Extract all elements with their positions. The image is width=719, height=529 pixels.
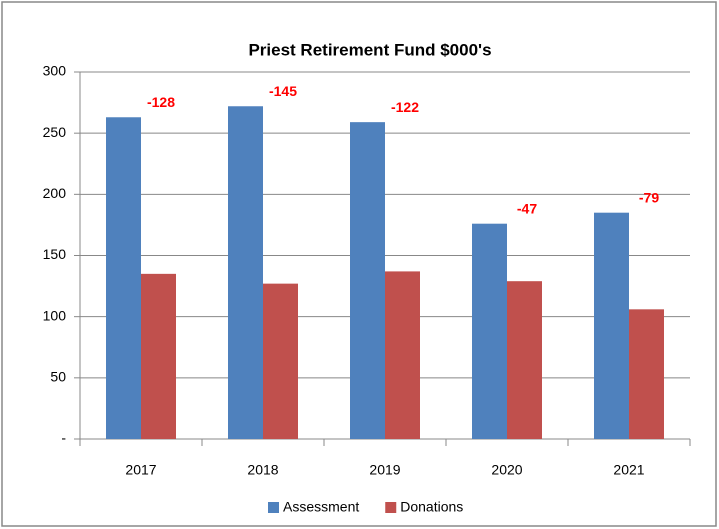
bar: [385, 271, 420, 439]
bar: [106, 117, 141, 439]
x-tick-label: 2018: [247, 462, 278, 478]
bar: [141, 273, 176, 439]
y-tick-label: 200: [43, 185, 67, 201]
bar: [350, 122, 385, 439]
y-tick-label: 250: [43, 124, 67, 140]
y-tick-label: -: [61, 430, 66, 446]
legend-swatch: [268, 502, 279, 513]
difference-label: -145: [269, 83, 297, 99]
bar: [228, 106, 263, 440]
x-tick-label: 2021: [613, 462, 644, 478]
x-tick-label: 2020: [491, 462, 522, 478]
y-tick-label: 300: [43, 63, 67, 79]
x-tick-label: 2017: [125, 462, 156, 478]
x-tick-label: 2019: [369, 462, 400, 478]
chart-title: Priest Retirement Fund $000's: [248, 40, 491, 59]
legend-label: Donations: [400, 499, 463, 515]
difference-label: -79: [639, 189, 659, 205]
bar: [594, 212, 629, 439]
difference-label: -47: [517, 200, 537, 216]
bar: [629, 309, 664, 439]
difference-label: -122: [391, 99, 419, 115]
legend-label: Assessment: [283, 499, 359, 515]
bar: [507, 281, 542, 439]
bar: [472, 223, 507, 439]
y-tick-label: 150: [43, 246, 67, 262]
difference-label: -128: [147, 94, 175, 110]
bar: [263, 283, 298, 439]
y-tick-label: 100: [43, 307, 67, 323]
y-tick-label: 50: [50, 369, 66, 385]
legend-swatch: [385, 502, 397, 513]
